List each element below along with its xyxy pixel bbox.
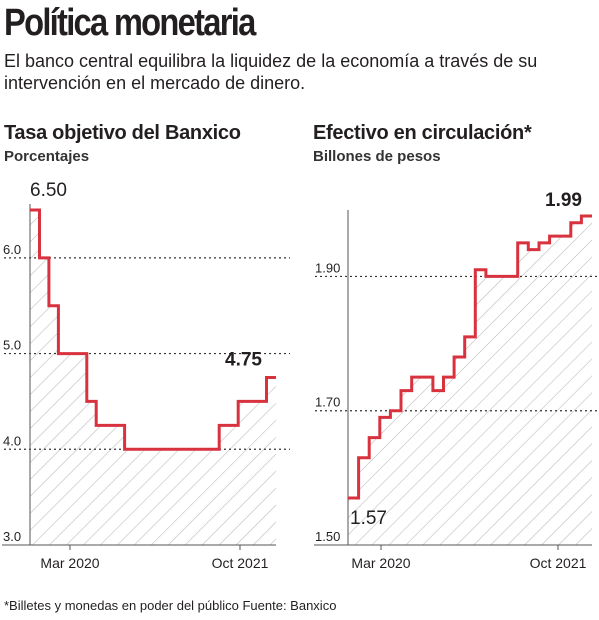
y-tick-label: 1.50 bbox=[315, 529, 340, 544]
left-chart-title: Tasa objetivo del Banxico bbox=[4, 122, 241, 144]
start-value-label: 1.57 bbox=[350, 508, 387, 529]
chart-area-fill bbox=[30, 210, 276, 545]
x-tick-label: Mar 2020 bbox=[40, 555, 99, 571]
end-value-label: 1.99 bbox=[545, 190, 582, 211]
page-title: Política monetaria bbox=[4, 2, 256, 44]
start-value-label: 6.50 bbox=[30, 180, 67, 201]
chart-area-fill bbox=[348, 216, 592, 545]
y-tick-label: 3.0 bbox=[3, 529, 21, 544]
footnote: *Billetes y monedas en poder del público… bbox=[4, 598, 337, 613]
series-line bbox=[348, 214, 592, 500]
x-tick-label: Oct 2021 bbox=[212, 555, 269, 571]
left-chart: 3.0 4.0 5.0 6.0 Mar 2020 Oct 2021 6.50 4.75 bbox=[2, 180, 290, 571]
right-chart: 1.50 1.70 1.90 Mar 2020 Oct 2021 1.57 1.99 bbox=[314, 190, 598, 571]
right-chart-subtitle: Billones de pesos bbox=[313, 148, 441, 165]
series-line bbox=[30, 208, 276, 451]
left-chart-subtitle: Porcentajes bbox=[4, 148, 90, 165]
end-value-label: 4.75 bbox=[225, 350, 262, 371]
right-chart-title: Efectivo en circulación* bbox=[313, 122, 532, 144]
y-tick-label: 1.70 bbox=[315, 395, 340, 410]
y-tick-label: 5.0 bbox=[3, 338, 21, 353]
x-tick-label: Mar 2020 bbox=[351, 555, 410, 571]
y-tick-label: 6.0 bbox=[3, 242, 21, 257]
page-subtitle: El banco central equilibra la liquidez d… bbox=[4, 51, 538, 93]
x-tick-label: Oct 2021 bbox=[530, 555, 587, 571]
y-tick-label: 1.90 bbox=[315, 260, 340, 275]
y-tick-label: 4.0 bbox=[3, 433, 21, 448]
